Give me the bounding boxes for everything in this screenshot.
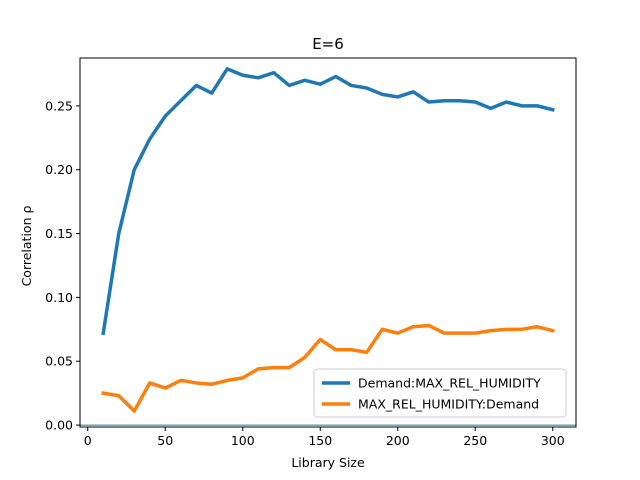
legend: Demand:MAX_REL_HUMIDITY MAX_REL_HUMIDITY:…: [313, 368, 567, 418]
y-tick-label: 0.10: [45, 290, 73, 305]
x-tick-label: 0: [84, 433, 92, 448]
y-axis-title: Correlation ρ: [19, 206, 34, 287]
x-tick-label: 150: [308, 433, 332, 448]
x-axis-title: Library Size: [291, 455, 365, 470]
legend-label-1: Demand:MAX_REL_HUMIDITY: [358, 376, 541, 391]
x-tick-label: 100: [231, 433, 255, 448]
plot-area: 0 50 100 150 200 250 300 0.00 0.05 0.10 0.15 0.20 0.…: [45, 57, 577, 448]
series-line-1: [101, 67, 555, 336]
series-line-2: [101, 323, 555, 413]
y-tick-label: 0.15: [45, 226, 73, 241]
y-tick-label: 0.25: [45, 98, 73, 113]
x-tick-label: 250: [463, 433, 487, 448]
legend-box: [313, 368, 567, 418]
y-tick-label: 0.05: [45, 354, 73, 369]
chart-title: E=6: [312, 35, 344, 53]
y-tick-label: 0.20: [45, 162, 73, 177]
axes-frame: [79, 57, 577, 428]
y-tick-label: 0.00: [45, 418, 73, 433]
legend-label-2: MAX_REL_HUMIDITY:Demand: [358, 397, 539, 412]
x-tick-label: 300: [541, 433, 565, 448]
x-tick-label: 50: [157, 433, 173, 448]
x-tick-label: 200: [386, 433, 410, 448]
